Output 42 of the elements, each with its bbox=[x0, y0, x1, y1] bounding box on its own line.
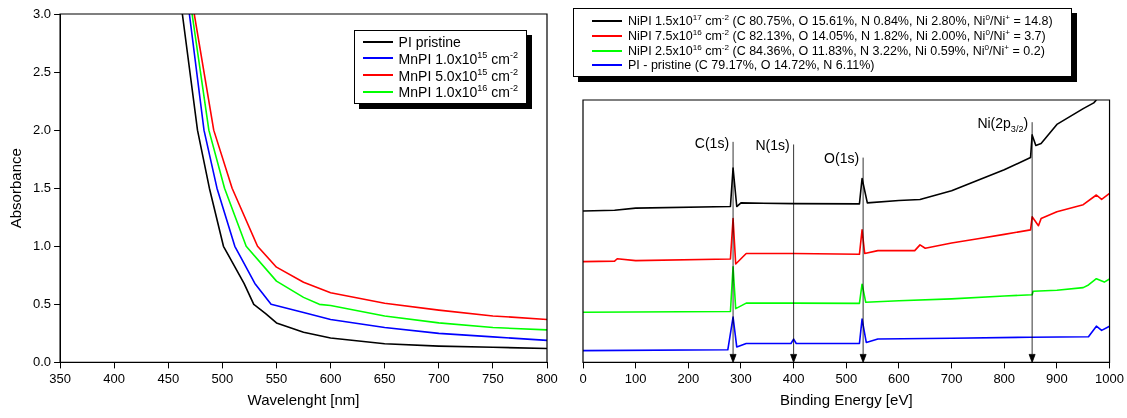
legend-label: MnPI 5.0x10$^{15}$ cm$^{-2}$ bbox=[398, 66, 518, 84]
y-tick-label: 1.0 bbox=[32, 237, 52, 253]
x-tick-label: 1000 bbox=[1095, 370, 1124, 386]
x-tick-label: 600 bbox=[319, 370, 342, 386]
ref-line-label: N(1s) bbox=[755, 137, 790, 154]
x-tick-label: 600 bbox=[888, 370, 910, 386]
x-tick-label: 300 bbox=[730, 370, 752, 386]
x-axis-title: Binding Energy [eV] bbox=[779, 391, 913, 409]
y-axis-title: Absorbance bbox=[7, 148, 25, 229]
y-tick-label: 2.5 bbox=[32, 63, 52, 79]
x-tick-label: 0 bbox=[579, 370, 587, 386]
x-tick-label: 350 bbox=[49, 370, 71, 386]
ref-line-label: C(1s) bbox=[694, 134, 730, 151]
legend-label: PI pristine bbox=[398, 34, 461, 50]
x-tick-label: 500 bbox=[835, 370, 858, 386]
x-tick-label: 450 bbox=[157, 370, 180, 386]
x-tick-label: 650 bbox=[373, 370, 396, 386]
legend-label: MnPI 1.0x10$^{16}$ cm$^{-2}$ bbox=[398, 83, 518, 100]
x-tick-label: 500 bbox=[211, 370, 234, 386]
y-tick-label: 2.0 bbox=[32, 121, 52, 137]
x-tick-label: 700 bbox=[940, 370, 963, 386]
x-tick-label: 100 bbox=[624, 370, 647, 386]
x-tick-label: 750 bbox=[482, 370, 504, 386]
y-tick-label: 1.5 bbox=[32, 179, 52, 195]
x-tick-label: 700 bbox=[427, 370, 450, 386]
legend-label: MnPI 1.0x10$^{15}$ cm$^{-2}$ bbox=[398, 50, 518, 67]
x-tick-label: 900 bbox=[1046, 370, 1068, 386]
x-tick-label: 400 bbox=[782, 370, 805, 386]
x-tick-label: 800 bbox=[993, 370, 1016, 386]
text: NiPI 2.5x10$^{16}$ cm$^{-2}$ (C 84.36%, O 11.83%, N 3.22%, Ni 0.59%, Ni$^{0}$/Ni$^{+}$ = 0.2) bbox=[628, 43, 1045, 59]
text: NiPI 7.5x10$^{16}$ cm$^{-2}$ (C 82.13%, O 14.05%, N 1.82%, Ni 2.00%, Ni$^{0}$/Ni$^{+}$ = 3.7) bbox=[628, 28, 1046, 44]
x-tick-label: 800 bbox=[536, 370, 558, 386]
y-tick-label: 0.0 bbox=[32, 353, 52, 369]
x-tick-label: 200 bbox=[677, 370, 700, 386]
x-axis-title: Wavelenght [nm] bbox=[247, 391, 360, 409]
x-tick-label: 400 bbox=[103, 370, 126, 386]
y-tick-label: 0.5 bbox=[32, 295, 52, 311]
x-tick-label: 550 bbox=[265, 370, 288, 386]
text: NiPI 1.5x10$^{17}$ cm$^{-2}$ (C 80.75%, O 15.61%, N 0.84%, Ni 2.80%, Ni$^{0}$/Ni$^{+}$ = 14.8) bbox=[628, 13, 1053, 29]
ref-line-label: O(1s) bbox=[824, 150, 860, 167]
y-tick-label: 3.0 bbox=[32, 5, 52, 21]
legend-label: PI - pristine (C 79.17%, O 14.72%, N 6.11%) bbox=[628, 58, 875, 73]
